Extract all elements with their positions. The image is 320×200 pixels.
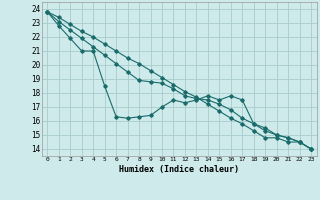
X-axis label: Humidex (Indice chaleur): Humidex (Indice chaleur) — [119, 165, 239, 174]
